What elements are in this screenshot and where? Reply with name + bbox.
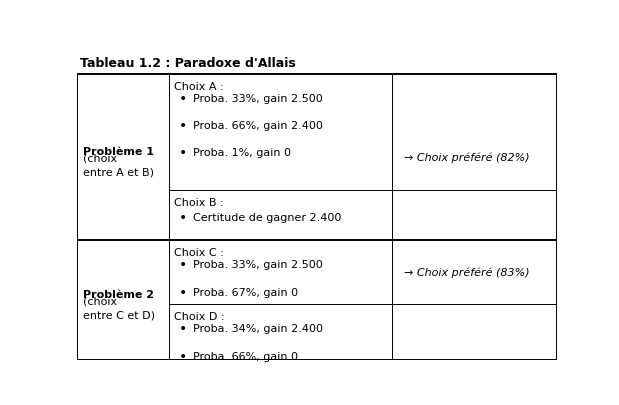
Text: Proba. 1%, gain 0: Proba. 1%, gain 0 xyxy=(194,147,292,157)
Text: Problème 2: Problème 2 xyxy=(83,289,154,299)
Text: Proba. 66%, gain 0: Proba. 66%, gain 0 xyxy=(194,352,298,361)
Text: Proba. 33%, gain 2.500: Proba. 33%, gain 2.500 xyxy=(194,260,323,269)
Text: •: • xyxy=(179,211,188,225)
Text: (choix
entre C et D): (choix entre C et D) xyxy=(83,296,155,320)
Text: Certitude de gagner 2.400: Certitude de gagner 2.400 xyxy=(194,213,342,223)
Text: •: • xyxy=(179,286,188,299)
Text: Proba. 66%, gain 2.400: Proba. 66%, gain 2.400 xyxy=(194,121,323,131)
Text: •: • xyxy=(179,321,188,335)
Text: → Choix préféré (83%): → Choix préféré (83%) xyxy=(404,267,529,277)
Text: Choix D :: Choix D : xyxy=(175,311,225,321)
Text: •: • xyxy=(179,119,188,132)
Text: Choix A :: Choix A : xyxy=(175,82,224,92)
Text: Problème 1: Problème 1 xyxy=(83,147,154,156)
Text: Choix C :: Choix C : xyxy=(175,247,224,257)
Text: → Choix préféré (82%): → Choix préféré (82%) xyxy=(404,153,529,163)
Text: •: • xyxy=(179,258,188,271)
Text: Tableau 1.2 : Paradoxe d'Allais: Tableau 1.2 : Paradoxe d'Allais xyxy=(80,56,295,69)
Text: •: • xyxy=(179,92,188,106)
Text: Proba. 34%, gain 2.400: Proba. 34%, gain 2.400 xyxy=(194,323,324,333)
Text: •: • xyxy=(179,350,188,363)
Text: (choix
entre A et B): (choix entre A et B) xyxy=(83,153,154,177)
Text: Choix B :: Choix B : xyxy=(175,197,224,207)
Text: Proba. 33%, gain 2.500: Proba. 33%, gain 2.500 xyxy=(194,94,323,104)
Text: Proba. 67%, gain 0: Proba. 67%, gain 0 xyxy=(194,288,298,297)
Text: •: • xyxy=(179,145,188,159)
